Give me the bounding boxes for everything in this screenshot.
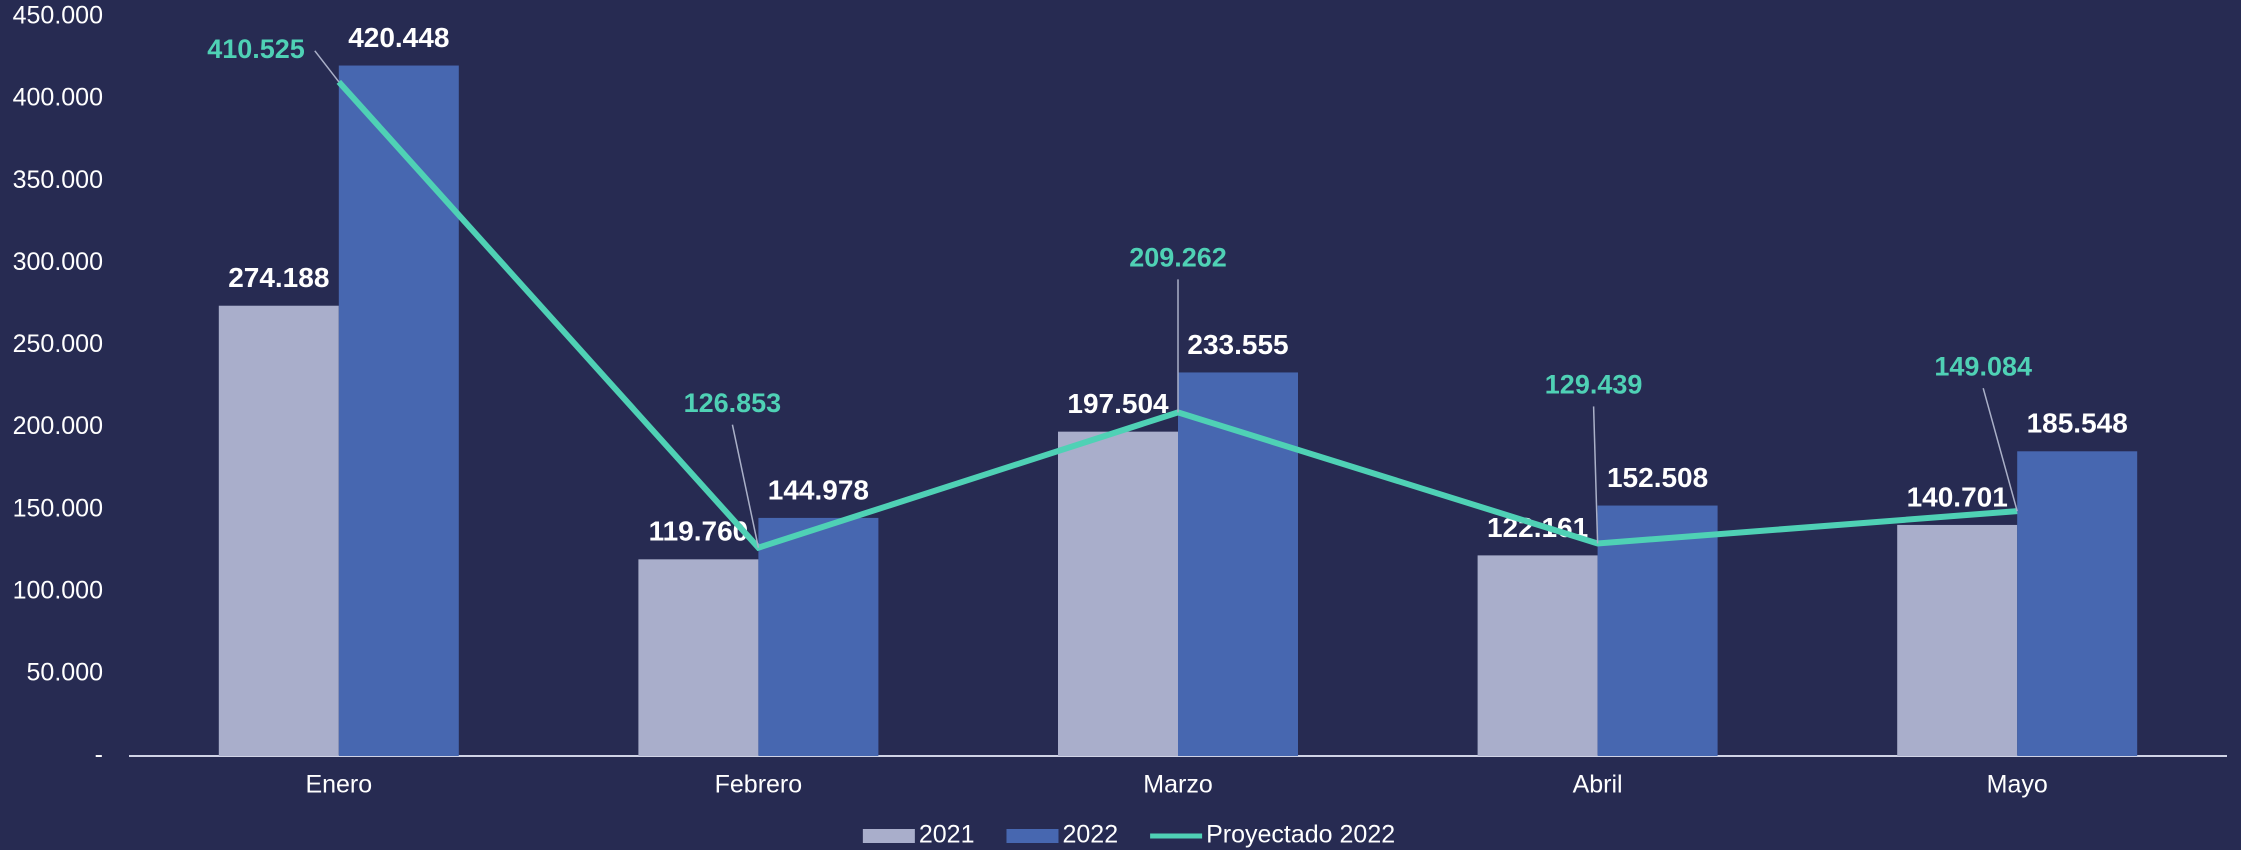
y-tick-label: - [95,741,103,769]
y-tick-label: 350.000 [13,166,103,194]
value-label: 129.439 [1545,370,1643,400]
bar [1178,372,1298,756]
bar [218,305,339,756]
value-label: 144.978 [768,474,869,505]
y-tick-label: 50.000 [27,658,103,686]
value-label: 420.448 [348,22,449,53]
value-label: 274.188 [228,262,329,293]
legend-item: 2021 [862,821,975,849]
bar [758,517,879,756]
bar [1477,555,1598,756]
leader-line [731,424,760,548]
bar [1058,431,1178,756]
bar [338,65,459,757]
value-label: 140.701 [1907,481,2008,512]
x-tick-label: Marzo [1143,771,1212,799]
bar [1597,505,1718,756]
x-tick-label: Abril [1573,771,1623,799]
legend-label: 2021 [919,821,975,849]
value-label: 233.555 [1187,329,1288,360]
value-label: 185.548 [2027,408,2128,439]
x-tick-label: Enero [305,771,372,799]
y-tick-label: 450.000 [13,2,103,30]
legend-label: Proyectado 2022 [1206,821,1395,849]
bar [1897,524,2018,756]
leader-line [1982,387,2018,512]
leader-line [314,50,340,83]
x-tick-label: Febrero [715,771,803,799]
legend-swatch [862,829,915,843]
y-tick-label: 200.000 [13,412,103,440]
y-tick-label: 150.000 [13,494,103,522]
legend-label: 2022 [1062,821,1118,849]
value-label: 197.504 [1067,388,1169,419]
legend-item: Proyectado 2022 [1150,821,1395,849]
leader-line [1592,406,1599,544]
value-label: 149.084 [1934,351,2032,381]
bar [2017,451,2138,756]
y-tick-label: 300.000 [13,248,103,276]
legend-swatch [1006,829,1059,843]
value-label: 126.853 [684,388,782,418]
y-tick-label: 400.000 [13,84,103,112]
value-label: 410.525 [207,34,305,64]
value-label: 152.508 [1607,462,1708,493]
y-tick-label: 250.000 [13,330,103,358]
legend-item: 2022 [1006,821,1118,849]
bar [638,559,759,756]
value-label: 209.262 [1129,242,1227,272]
x-tick-label: Mayo [1987,771,2048,799]
y-tick-label: 100.000 [13,576,103,604]
